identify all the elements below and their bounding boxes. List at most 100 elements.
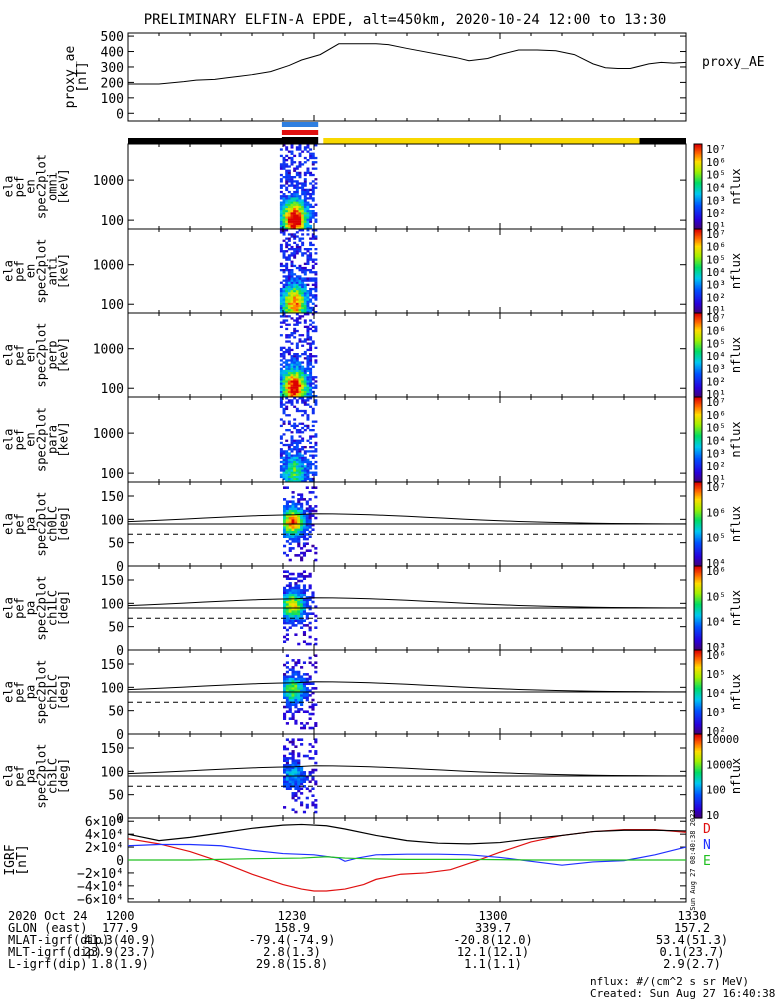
- spectro-cell: [306, 144, 310, 147]
- colorbar-cell: [694, 231, 702, 234]
- pa-cell: [294, 768, 298, 772]
- colorbar-cell: [694, 383, 702, 385]
- spectro-cell: [303, 378, 307, 381]
- colorbar-cell: [694, 724, 702, 727]
- spectro-cell: [309, 220, 313, 223]
- spectro-cell: [303, 287, 307, 291]
- pa-cell: [283, 512, 287, 515]
- spectro-cell: [301, 382, 305, 385]
- pa-cell: [285, 523, 289, 527]
- spectro-cell: [287, 156, 291, 160]
- spectro-cell: [285, 450, 289, 453]
- pa-cell: [294, 705, 298, 709]
- proxy-ae-line: [128, 43, 687, 85]
- colorbar-cell: [694, 505, 702, 508]
- spectro-cell: [295, 203, 299, 206]
- colorbar-cell: [694, 278, 702, 280]
- colorbar-cell: [694, 570, 702, 573]
- pa-cell: [300, 778, 304, 781]
- spectro-cell: [279, 390, 283, 394]
- spectro-cell: [282, 313, 286, 316]
- colorbar-cell: [694, 183, 702, 186]
- pa-cell: [308, 521, 312, 524]
- spectro-cell: [290, 279, 294, 282]
- spectro-cell: [298, 281, 302, 284]
- pa-cell: [294, 533, 298, 536]
- pa-cell: [297, 584, 301, 587]
- spectro-cell: [293, 426, 297, 430]
- spectro-cell: [295, 319, 299, 322]
- pa-cell: [283, 687, 287, 690]
- panel-ylabel-line: pef: [13, 597, 27, 619]
- colorbar-tick-label: 10⁴: [706, 557, 726, 570]
- spectro-cell: [287, 275, 291, 278]
- colorbar-cell: [694, 467, 702, 470]
- spectro-cell: [279, 224, 283, 228]
- spectro-cell: [303, 300, 307, 303]
- spectro-cell: [285, 302, 289, 305]
- pa-cell: [283, 621, 287, 625]
- colorbar-cell: [694, 180, 702, 183]
- spectro-cell: [298, 365, 302, 368]
- spectro-cell: [285, 222, 289, 226]
- spectro-cell: [303, 452, 307, 455]
- spectro-cell: [279, 178, 283, 181]
- pa-cell: [294, 701, 298, 704]
- pa-cell: [297, 691, 301, 695]
- colorbar-cell: [694, 366, 702, 369]
- spectro-cell: [282, 220, 286, 223]
- pa-cell: [300, 691, 304, 695]
- spectro-cell: [306, 254, 310, 257]
- spectro-cell: [287, 446, 291, 449]
- pa-cell: [300, 703, 304, 706]
- spectro-cell: [298, 250, 302, 253]
- spectro-cell: [287, 273, 291, 276]
- colorbar-cell: [694, 644, 702, 647]
- spectro-cell: [303, 319, 307, 322]
- spectro-cell: [290, 311, 294, 314]
- spectro-cell: [287, 258, 291, 261]
- ytick-label: 300: [101, 61, 124, 76]
- spectro-cell: [309, 348, 313, 352]
- pa-cell: [297, 593, 301, 597]
- colorbar-tick-label: 1000: [706, 758, 733, 771]
- spectro-cell: [293, 369, 297, 373]
- spectro-cell: [287, 311, 291, 314]
- pa-cell: [294, 773, 298, 776]
- pa-cell: [308, 750, 312, 753]
- colorbar-cell: [694, 287, 702, 290]
- colorbar-cell: [694, 727, 702, 729]
- spectro-cell: [295, 323, 299, 326]
- spectro-cell: [287, 205, 291, 209]
- footer-row-value: 23.9(23.7): [83, 945, 157, 959]
- spectro-cell: [306, 465, 310, 468]
- spectro-cell: [295, 382, 299, 385]
- colorbar-cell: [694, 230, 702, 233]
- spectro-cell: [301, 224, 305, 228]
- spectro-cell: [295, 355, 299, 358]
- colorbar-cell: [694, 304, 702, 307]
- colorbar-cell: [694, 158, 702, 161]
- colorbar-cell: [694, 798, 702, 801]
- spectro-cell: [301, 414, 305, 417]
- spectro-cell: [306, 150, 310, 153]
- pa-cell: [314, 638, 318, 641]
- pa-cell: [302, 691, 307, 695]
- pa-cell: [283, 505, 287, 508]
- colorbar-cell: [694, 474, 702, 477]
- spectro-cell: [303, 210, 307, 213]
- spectro-cell: [293, 456, 297, 459]
- pa-cell: [291, 589, 295, 592]
- colorbar-cell: [694, 353, 702, 356]
- spectro-cell: [314, 298, 318, 301]
- spectro-cell: [306, 229, 310, 232]
- spectro-cell: [287, 207, 291, 211]
- spectro-cell: [306, 336, 310, 339]
- spectro-cell: [282, 279, 286, 282]
- spectro-cell: [314, 271, 318, 274]
- spectro-cell: [293, 448, 297, 451]
- colorbar-cell: [694, 568, 702, 571]
- colorbar-cell: [694, 313, 702, 315]
- colorbar-cell: [694, 359, 702, 362]
- colorbar-cell: [694, 306, 702, 308]
